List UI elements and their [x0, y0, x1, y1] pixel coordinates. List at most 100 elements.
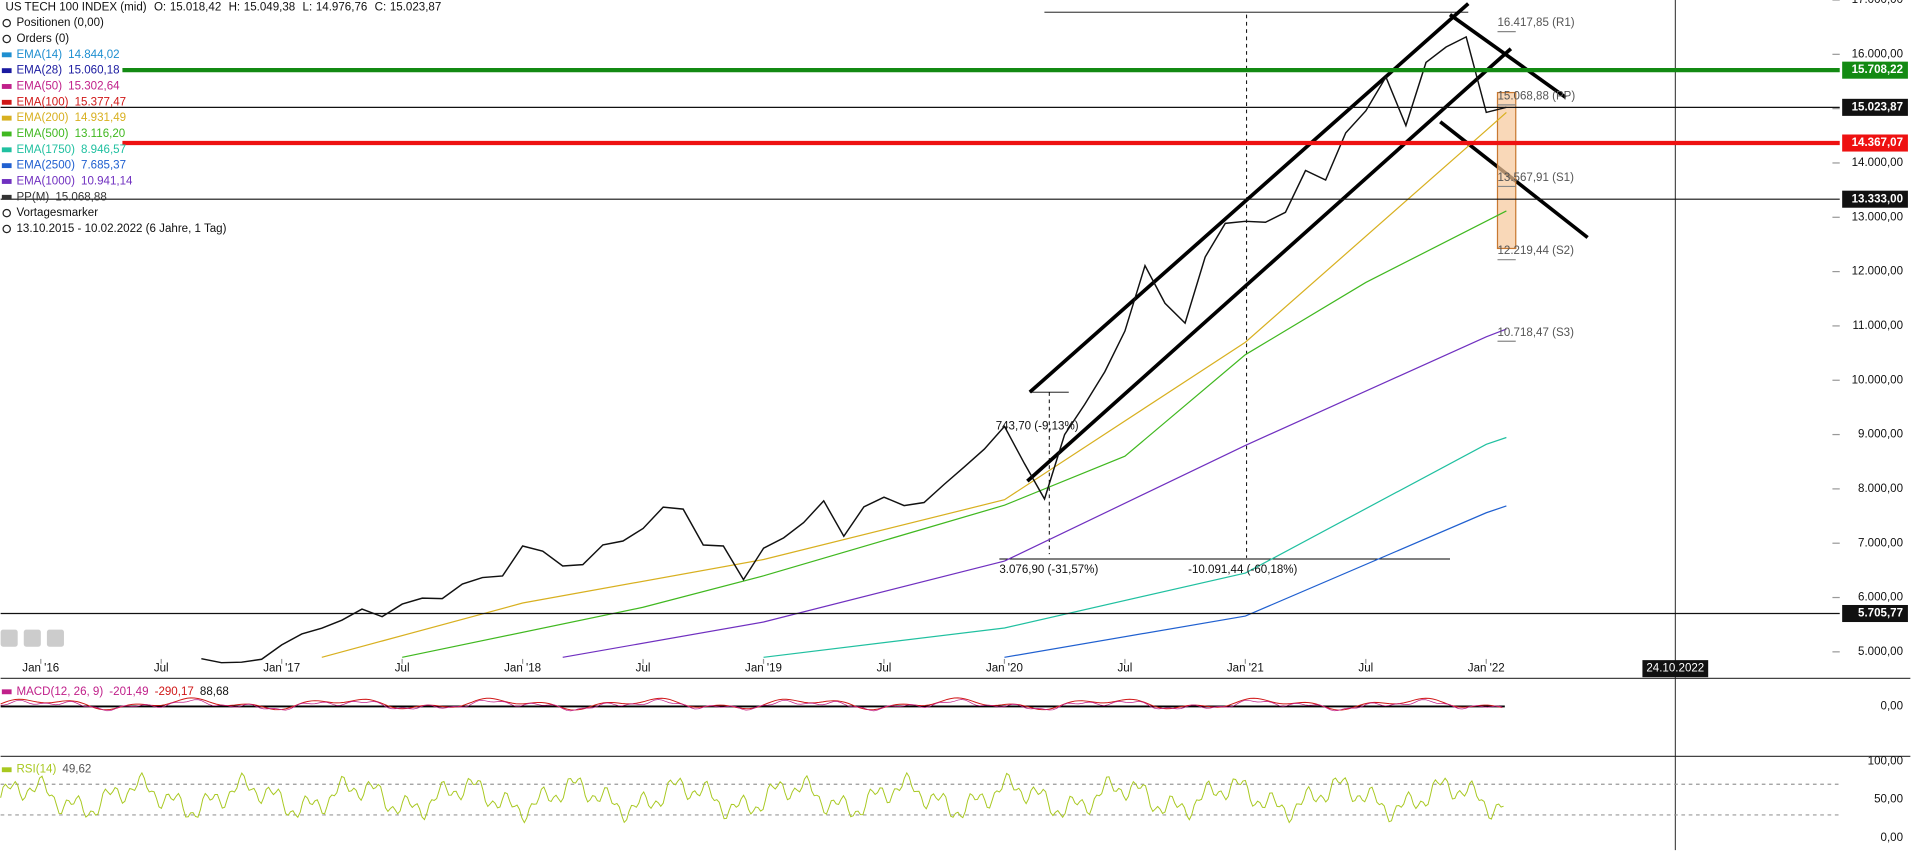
legend-entry: EMA(14) 14.844,02: [16, 49, 119, 61]
legend-name: EMA(100): [16, 96, 68, 108]
legend-value: 14.931,49: [75, 112, 126, 124]
y-tick-label: 0,00: [1881, 832, 1904, 844]
legend-swatch: [1, 52, 12, 58]
macd-value: -201,49: [109, 686, 148, 698]
ohlc-name: H:: [229, 1, 241, 13]
info-line: Vortagesmarker: [16, 207, 98, 219]
x-tick-label: Jan '16: [22, 663, 59, 675]
y-tick-label: 17.000,00: [1852, 0, 1903, 6]
x-tick-label: Jul: [1117, 663, 1132, 675]
ema-line: [763, 436, 1507, 658]
toolbar: [0, 629, 64, 647]
level-badge: [1842, 134, 1908, 152]
legend-entry: EMA(100) 15.377,47: [16, 96, 126, 108]
legend-swatch: [1, 147, 12, 153]
x-tick-label: Jul: [154, 663, 169, 675]
y-tick-label: 12.000,00: [1852, 266, 1903, 278]
info-icon: [2, 18, 11, 28]
ohlc-name: L:: [303, 1, 313, 13]
level-label: 14.367,07: [1852, 137, 1903, 149]
info-line: Positionen (0,00): [16, 17, 104, 29]
ema-line: [1004, 505, 1507, 658]
x-tick-label: Jul: [395, 663, 410, 675]
legend-swatch: [1, 767, 12, 773]
crosshair-date: 24.10.2022: [1646, 663, 1704, 675]
y-tick-label: 9.000,00: [1858, 429, 1903, 441]
legend-entry: EMA(50) 15.302,64: [16, 81, 120, 93]
legend-entry: EMA(1000) 10.941,14: [16, 176, 133, 188]
info-line: Orders (0): [16, 33, 69, 45]
legend-swatch: [1, 163, 12, 169]
legend-swatch: [1, 689, 12, 695]
legend-value: 15.060,18: [68, 65, 119, 77]
legend-swatch: [1, 179, 12, 184]
pivot-box: [1496, 91, 1517, 250]
macd-value: 88,68: [200, 686, 229, 698]
legend-name: EMA(50): [16, 81, 62, 93]
ema-line: [321, 111, 1507, 658]
legend-name: EMA(14): [16, 49, 62, 61]
y-tick-label: 0,00: [1881, 700, 1904, 712]
legend-value: 7.685,37: [81, 160, 126, 172]
level-badge: [1842, 604, 1908, 623]
level-badge: [1842, 61, 1908, 79]
info-line: 13.10.2015 - 10.02.2022 (6 Jahre, 1 Tag): [16, 223, 226, 235]
x-tick-label: Jul: [877, 663, 892, 675]
legend-swatch: [1, 194, 12, 200]
legend-name: EMA(1000): [16, 176, 75, 188]
ohlc-name: O:: [154, 1, 166, 13]
level-badge: [1842, 98, 1908, 116]
y-tick-label: 6.000,00: [1858, 592, 1903, 604]
legend-name: EMA(28): [16, 65, 62, 77]
legend-name: EMA(500): [16, 128, 68, 140]
legend-value: 14.844,02: [68, 49, 119, 61]
legend-value: 15.302,64: [68, 81, 120, 93]
pivot-label: 12.219,44 (S2): [1497, 245, 1574, 257]
legend-value: 13.116,20: [75, 128, 126, 140]
legend-swatch: [1, 68, 12, 74]
level-label: 15.023,87: [1852, 101, 1903, 113]
measure-lines: [999, 11, 1469, 560]
pivot-label: 16.417,85 (R1): [1497, 17, 1574, 29]
ohlc-value: 15.049,38: [244, 1, 295, 13]
legend-name: EMA(2500): [16, 160, 75, 172]
legend-name: EMA(200): [16, 112, 68, 124]
legend-entry: EMA(500) 13.116,20: [16, 128, 125, 140]
info-icon: [2, 34, 11, 44]
ema-line: [562, 328, 1507, 658]
pivot-label: 10.718,47 (S3): [1497, 327, 1574, 339]
legend-swatch: [1, 115, 12, 121]
level-label: 15.708,22: [1852, 64, 1903, 76]
legend-swatch: [1, 99, 12, 105]
rsi-name: RSI(14): [16, 764, 56, 776]
annotation: -10.091,44 (-60,18%): [1188, 564, 1297, 576]
x-tick-label: Jan '17: [263, 663, 300, 675]
level-label: 13.333,00: [1852, 193, 1903, 205]
y-tick-label: 50,00: [1874, 794, 1903, 806]
macd-name: MACD(12, 26, 9): [16, 686, 103, 698]
x-tick-label: Jan '20: [986, 663, 1023, 675]
level-badge: [1842, 190, 1908, 208]
annotation: 743,70 (-9,13%): [996, 420, 1079, 432]
x-tick-label: Jul: [1358, 663, 1373, 675]
pivot-label: 13.567,91 (S1): [1497, 172, 1574, 184]
x-tick-label: Jul: [636, 663, 651, 675]
crosshair-badge: [1642, 660, 1709, 678]
y-tick-label: 100,00: [1868, 755, 1903, 767]
level-label: 5.705,77: [1858, 608, 1903, 620]
y-tick-label: 5.000,00: [1858, 646, 1903, 658]
legend-value: 10.941,14: [81, 176, 133, 188]
x-tick-label: Jan '21: [1227, 663, 1264, 675]
legend-entry: EMA(1750) 8.946,57: [16, 144, 126, 156]
header: US TECH 100 INDEX (mid) O: 15.018,42 H: 15.0…: [6, 1, 442, 13]
legend-name: EMA(1750): [16, 144, 75, 156]
ema-line: [402, 210, 1507, 658]
ohlc-name: C:: [375, 1, 387, 13]
x-tick-label: Jan '22: [1468, 663, 1505, 675]
rsi-value: 49,62: [62, 764, 91, 776]
title: US TECH 100 INDEX (mid): [6, 1, 147, 13]
macd-legend: MACD(12, 26, 9) -201,49 -290,17 88,68: [16, 686, 228, 698]
x-tick-label: Jan '19: [745, 663, 782, 675]
pivot-label: 15.068,88 (PP): [1497, 90, 1575, 102]
